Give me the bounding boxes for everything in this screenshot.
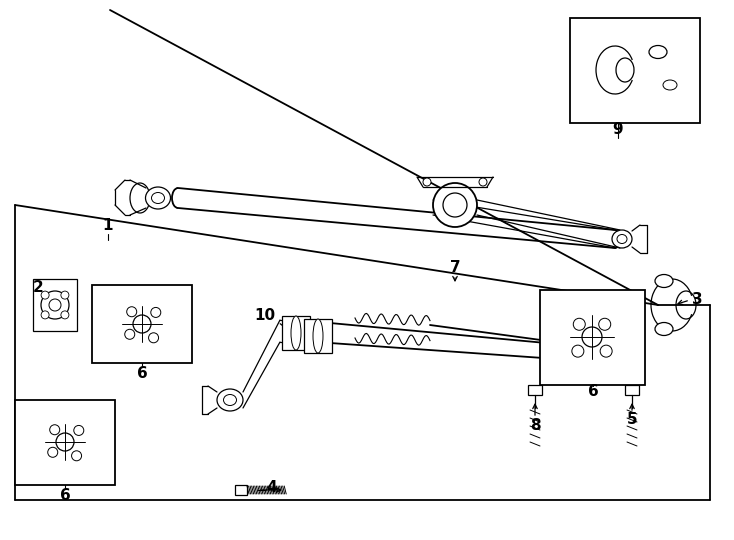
Ellipse shape bbox=[217, 389, 243, 411]
Circle shape bbox=[582, 327, 602, 347]
Text: 3: 3 bbox=[691, 293, 702, 307]
Circle shape bbox=[443, 193, 467, 217]
Bar bbox=[235, 485, 247, 495]
Circle shape bbox=[600, 345, 612, 357]
Text: 6: 6 bbox=[588, 384, 598, 400]
Bar bbox=[570, 18, 700, 123]
Ellipse shape bbox=[603, 351, 612, 359]
Bar bbox=[540, 290, 645, 385]
Circle shape bbox=[479, 178, 487, 186]
Ellipse shape bbox=[130, 183, 150, 213]
Ellipse shape bbox=[151, 192, 164, 204]
Circle shape bbox=[61, 311, 69, 319]
Text: 8: 8 bbox=[530, 417, 540, 433]
Circle shape bbox=[133, 315, 151, 333]
Text: 7: 7 bbox=[450, 260, 460, 275]
Ellipse shape bbox=[291, 316, 301, 350]
Circle shape bbox=[125, 329, 135, 339]
Ellipse shape bbox=[145, 187, 170, 209]
Ellipse shape bbox=[599, 347, 617, 363]
Ellipse shape bbox=[655, 274, 673, 287]
Text: 10: 10 bbox=[255, 307, 275, 322]
Circle shape bbox=[61, 291, 69, 299]
Text: 9: 9 bbox=[613, 123, 623, 138]
Circle shape bbox=[48, 447, 58, 457]
Circle shape bbox=[148, 333, 159, 343]
Bar bbox=[282, 316, 310, 350]
Circle shape bbox=[433, 183, 477, 227]
Circle shape bbox=[573, 318, 585, 330]
Circle shape bbox=[56, 433, 74, 451]
Text: 5: 5 bbox=[627, 413, 637, 428]
Circle shape bbox=[49, 299, 61, 311]
Ellipse shape bbox=[612, 230, 632, 248]
Text: 2: 2 bbox=[32, 280, 43, 295]
Ellipse shape bbox=[649, 45, 667, 58]
Ellipse shape bbox=[223, 395, 236, 406]
Bar bbox=[625, 385, 639, 395]
Circle shape bbox=[127, 307, 137, 317]
Bar bbox=[33, 279, 77, 331]
Circle shape bbox=[41, 291, 69, 319]
Bar bbox=[92, 285, 192, 363]
Circle shape bbox=[599, 318, 611, 330]
Text: 4: 4 bbox=[266, 481, 277, 496]
Circle shape bbox=[41, 311, 49, 319]
Text: 6: 6 bbox=[59, 488, 70, 503]
Ellipse shape bbox=[655, 322, 673, 335]
Circle shape bbox=[74, 426, 84, 435]
Bar bbox=[304, 319, 332, 353]
Circle shape bbox=[41, 291, 49, 299]
Bar bbox=[528, 385, 542, 395]
Ellipse shape bbox=[313, 319, 323, 353]
Circle shape bbox=[423, 178, 431, 186]
Text: 6: 6 bbox=[137, 366, 148, 381]
Circle shape bbox=[72, 451, 81, 461]
Ellipse shape bbox=[663, 80, 677, 90]
Bar bbox=[15, 400, 115, 485]
Circle shape bbox=[50, 425, 59, 435]
Circle shape bbox=[150, 307, 161, 318]
Circle shape bbox=[572, 345, 584, 357]
Ellipse shape bbox=[617, 234, 627, 244]
Text: 1: 1 bbox=[103, 218, 113, 233]
